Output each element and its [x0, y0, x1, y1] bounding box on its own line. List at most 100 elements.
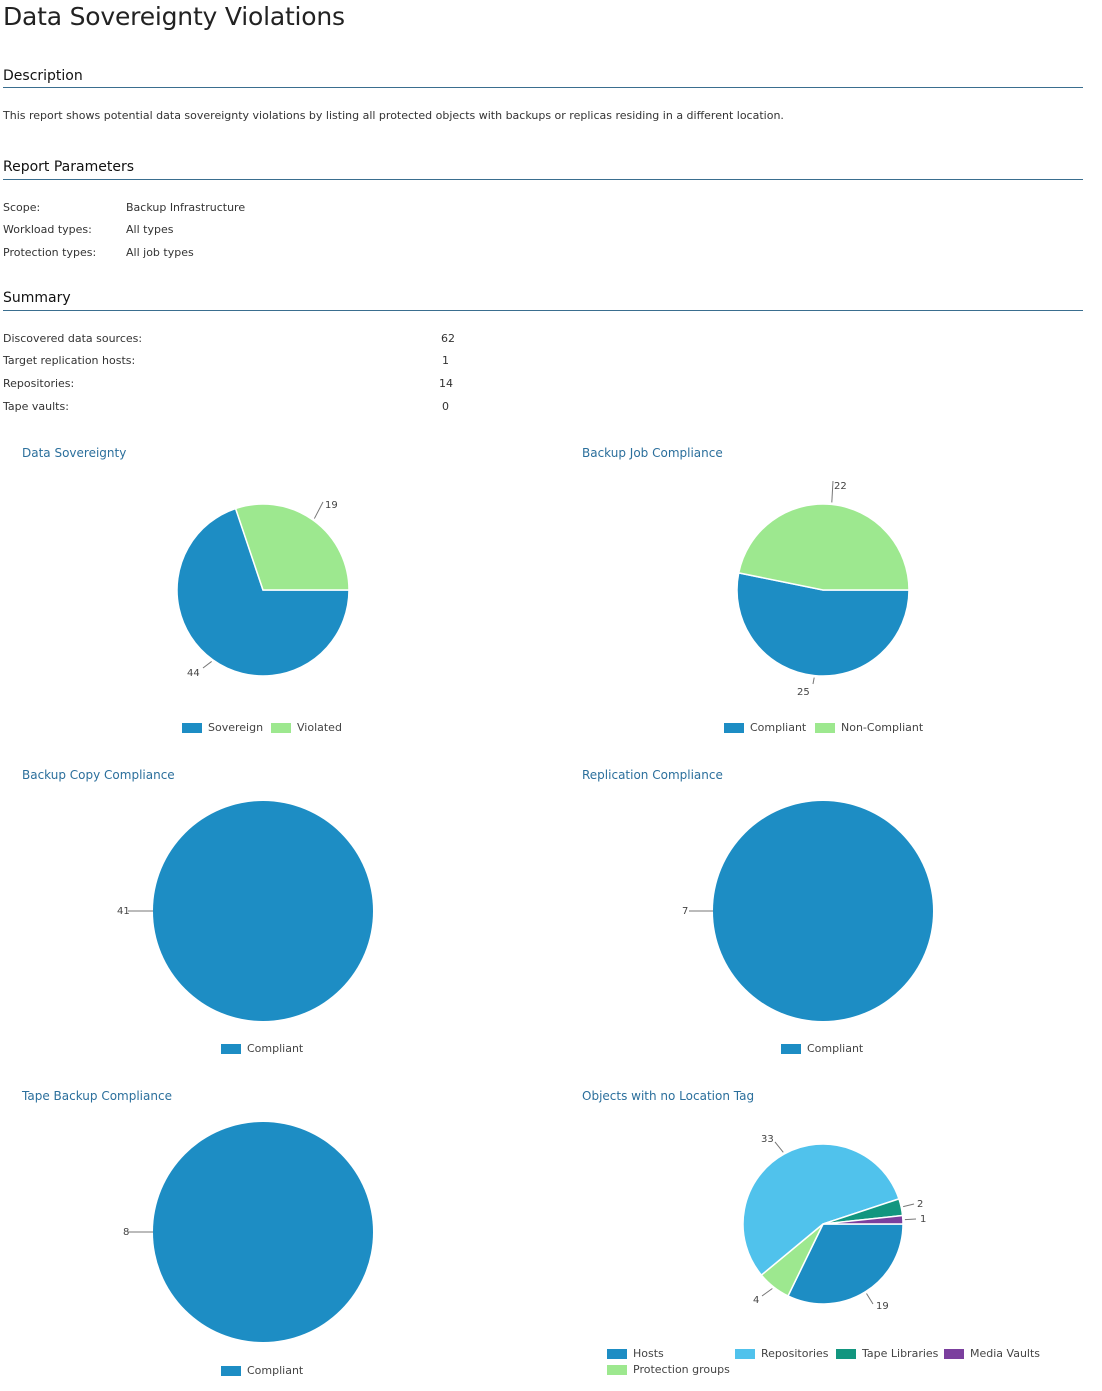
- legend-label: Media Vaults: [970, 1347, 1041, 1360]
- data-label-compliant: 41: [117, 906, 130, 917]
- leader-line: [904, 1218, 917, 1221]
- legend-item-hosts: Hosts: [607, 1347, 664, 1360]
- chart-title-tape-backup-compliance: Tape Backup Compliance: [22, 1089, 172, 1103]
- data-label-protection-groups: 4: [753, 1295, 759, 1306]
- summary-value: 0: [442, 400, 449, 413]
- legend-label: Compliant: [247, 1364, 304, 1377]
- summary-label: Repositories:: [3, 377, 75, 390]
- data-label-sovereign: 44: [187, 668, 200, 679]
- legend-swatch: [271, 722, 291, 733]
- description-divider: [3, 87, 1083, 88]
- leader-line: [313, 501, 324, 519]
- legend-item-protection-groups: Protection groups: [607, 1363, 730, 1376]
- leader-line: [774, 1141, 784, 1153]
- description-heading: Description: [3, 68, 83, 84]
- data-label-compliant: 8: [123, 1227, 129, 1238]
- pie-slice-media-vaults: [822, 1214, 904, 1225]
- data-label-non-compliant: 22: [834, 481, 847, 492]
- summary-value: 14: [439, 377, 453, 390]
- legend-item-non-compliant: Non-Compliant: [815, 721, 923, 734]
- chart-title-data-sovereignty: Data Sovereignty: [22, 446, 127, 460]
- data-label-compliant: 7: [682, 906, 688, 917]
- leader-line: [202, 661, 212, 669]
- legend-item-sovereign: Sovereign: [182, 721, 263, 734]
- legend-swatch: [724, 722, 744, 733]
- pie-slice-violated: [234, 503, 350, 591]
- chart-title-backup-copy-compliance: Backup Copy Compliance: [22, 768, 175, 782]
- legend-label: Compliant: [247, 1042, 304, 1055]
- pie-slice-compliant: [153, 801, 373, 1021]
- legend-item-violated: Violated: [271, 721, 342, 734]
- data-label-compliant: 25: [797, 687, 810, 698]
- legend-item-media-vaults: Media Vaults: [944, 1347, 1040, 1360]
- legend-item-compliant: Compliant: [724, 721, 806, 734]
- legend-item-repositories: Repositories: [735, 1347, 829, 1360]
- legend-item-compliant: Compliant: [781, 1042, 863, 1055]
- legend-label: Tape Libraries: [862, 1347, 939, 1360]
- data-label-media-vaults: 1: [920, 1214, 926, 1225]
- page-title: Data Sovereignty Violations: [3, 2, 345, 31]
- summary-divider: [3, 310, 1083, 311]
- description-text: This report shows potential data soverei…: [3, 109, 784, 122]
- legend-swatch: [781, 1043, 801, 1054]
- parameter-value: All types: [126, 223, 174, 236]
- summary-heading: Summary: [3, 290, 71, 306]
- legend-item-compliant: Compliant: [221, 1364, 303, 1377]
- legend-label: Hosts: [633, 1347, 664, 1360]
- data-label-tape-libraries: 2: [917, 1199, 923, 1210]
- legend-swatch: [815, 722, 835, 733]
- chart-title-backup-job-compliance: Backup Job Compliance: [582, 446, 723, 460]
- data-label-repositories: 33: [761, 1134, 774, 1145]
- summary-value: 62: [441, 332, 455, 345]
- legend-swatch: [607, 1364, 627, 1375]
- leader-line: [866, 1293, 874, 1305]
- pie-slice-repositories: [742, 1143, 900, 1277]
- parameter-label: Workload types:: [3, 223, 92, 236]
- data-label-hosts: 19: [876, 1301, 889, 1312]
- legend-label: Violated: [297, 721, 342, 734]
- leader-line: [761, 1288, 773, 1297]
- legend-swatch: [944, 1348, 964, 1359]
- legend-item-compliant: Compliant: [221, 1042, 303, 1055]
- legend-label: Compliant: [807, 1042, 864, 1055]
- data-label-violated: 19: [325, 500, 338, 511]
- legend-swatch: [607, 1348, 627, 1359]
- parameter-label: Scope:: [3, 201, 41, 214]
- legend-swatch: [221, 1043, 241, 1054]
- pie-slice-sovereign: [176, 507, 350, 677]
- parameter-label: Protection types:: [3, 246, 97, 259]
- legend-swatch: [221, 1365, 241, 1376]
- pie-slice-non-compliant: [737, 503, 910, 591]
- summary-label: Tape vaults:: [3, 400, 69, 413]
- chart-title-replication-compliance: Replication Compliance: [582, 768, 723, 782]
- legend-label: Sovereign: [208, 721, 264, 734]
- leader-line: [903, 1203, 915, 1208]
- pie-slice-compliant: [736, 571, 910, 677]
- pie-slice-compliant: [713, 801, 933, 1021]
- leader-line: [812, 677, 815, 685]
- legend-label: Non-Compliant: [841, 721, 924, 734]
- legend-label: Protection groups: [633, 1363, 730, 1376]
- legend-swatch: [182, 722, 202, 733]
- legend-swatch: [735, 1348, 755, 1359]
- parameter-value: Backup Infrastructure: [126, 201, 246, 214]
- parameter-value: All job types: [126, 246, 194, 259]
- summary-value: 1: [442, 354, 449, 367]
- legend-label: Repositories: [761, 1347, 829, 1360]
- leader-line: [831, 480, 834, 503]
- legend-label: Compliant: [750, 721, 807, 734]
- parameters-heading: Report Parameters: [3, 159, 134, 175]
- chart-title-objects-no-location-tag: Objects with no Location Tag: [582, 1089, 755, 1103]
- parameters-divider: [3, 179, 1083, 180]
- summary-label: Target replication hosts:: [3, 354, 136, 367]
- legend-swatch: [836, 1348, 856, 1359]
- summary-label: Discovered data sources:: [3, 332, 143, 345]
- pie-slice-hosts: [787, 1223, 904, 1305]
- legend-item-tape-libraries: Tape Libraries: [836, 1347, 938, 1360]
- pie-slice-compliant: [153, 1122, 373, 1342]
